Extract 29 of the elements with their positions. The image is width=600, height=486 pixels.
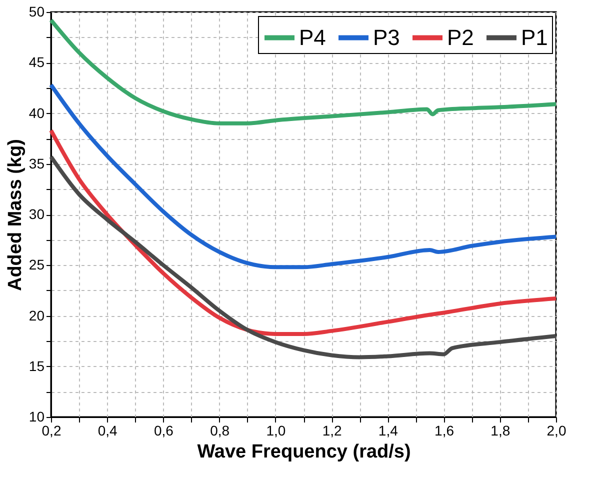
y-tick-label: 40 xyxy=(28,104,45,121)
x-tick-label: 0,4 xyxy=(98,422,118,438)
y-axis-title: Added Mass (kg) xyxy=(4,138,26,292)
y-tick-label: 30 xyxy=(28,206,45,222)
legend-label: P3 xyxy=(373,24,400,50)
x-tick-label: 2,0 xyxy=(546,422,566,438)
legend-label: P1 xyxy=(521,24,548,50)
line-series xyxy=(49,128,558,336)
x-tick-label: 0,2 xyxy=(42,422,62,438)
y-tick-label: 35 xyxy=(28,155,45,172)
x-tick-label: 1,4 xyxy=(378,422,398,438)
y-tick-label: 25 xyxy=(28,256,45,273)
line-series xyxy=(49,82,558,270)
x-tick-label: 0,8 xyxy=(210,422,230,438)
x-tick-label: 1,6 xyxy=(434,422,454,438)
y-tick-label: 10 xyxy=(28,408,45,424)
x-tick-label: 1,0 xyxy=(266,422,286,438)
x-axis-title: Wave Frequency (rad/s) xyxy=(197,442,411,462)
legend-label: P4 xyxy=(299,24,326,50)
y-tick-label: 20 xyxy=(28,307,45,324)
y-tick-label: 50 xyxy=(28,4,45,20)
y-tick-label: 45 xyxy=(28,54,45,70)
legend-label: P2 xyxy=(447,24,474,50)
x-tick-label: 0,6 xyxy=(154,422,174,438)
line-series xyxy=(49,154,558,360)
x-tick-label: 1,2 xyxy=(322,422,342,438)
line-series xyxy=(49,18,558,126)
x-tick-label: 1,8 xyxy=(490,422,510,438)
y-tick-label: 15 xyxy=(28,358,45,374)
